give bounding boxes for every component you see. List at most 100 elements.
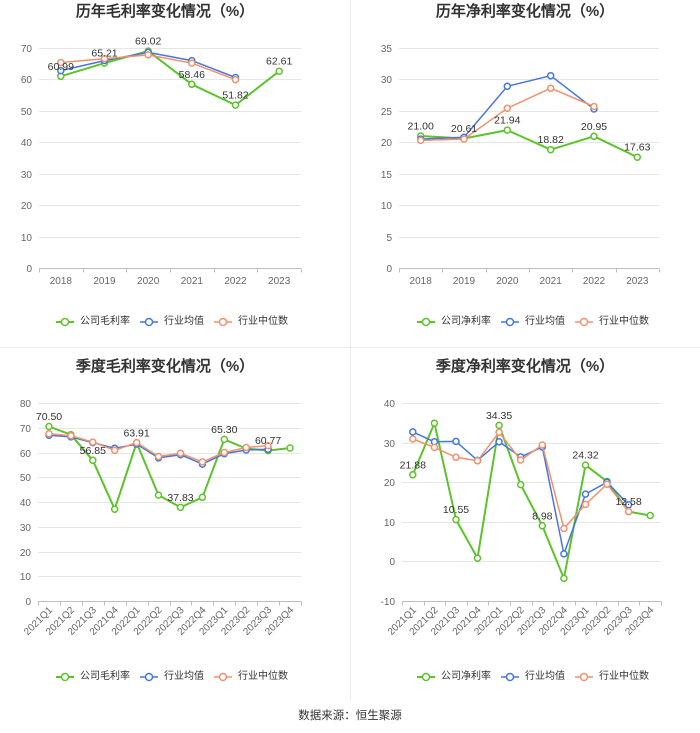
y-tick-label: 10 <box>384 518 396 529</box>
legend-label: 行业均值 <box>525 671 565 682</box>
data-label: 24.32 <box>572 450 598 462</box>
x-tick-label: 2019 <box>93 276 116 287</box>
data-point-company <box>516 480 525 489</box>
y-tick-label: 0 <box>26 264 32 275</box>
quarterly-gross-margin-title: 季度毛利率变化情况（%） <box>75 358 255 375</box>
data-label: 21.00 <box>408 121 434 133</box>
y-tick-label: 25 <box>381 107 393 118</box>
data-point-company <box>646 511 654 520</box>
data-point-industry-median <box>409 435 417 443</box>
data-point-industry-median <box>132 438 141 447</box>
data-source-note: 数据来源：恒生聚源 <box>298 710 402 722</box>
data-point-company <box>176 503 185 512</box>
legend-item-industry-median[interactable]: 行业中位数 <box>575 670 649 684</box>
y-tick-label: 0 <box>386 264 392 275</box>
y-tick-label: 20 <box>21 201 33 212</box>
legend-item-company[interactable]: 公司净利率 <box>417 670 491 684</box>
legend-label: 公司净利率 <box>441 316 491 327</box>
y-tick-label: 10 <box>381 201 393 212</box>
legend-label: 公司毛利率 <box>80 316 130 327</box>
data-point-industry-median <box>603 480 611 488</box>
data-point-industry-median <box>144 51 152 59</box>
data-point-industry-median <box>560 524 568 533</box>
legend-item-industry-mean[interactable]: 行业均值 <box>140 670 204 684</box>
data-point-industry-median <box>473 457 482 465</box>
line-marker-icon <box>214 672 232 682</box>
line-marker-icon <box>140 317 158 327</box>
data-label: 56.85 <box>80 445 106 457</box>
data-label: 63.91 <box>123 427 149 439</box>
data-point-industry-median <box>452 453 460 462</box>
data-point-industry-median <box>538 441 547 449</box>
data-point-company <box>198 493 207 502</box>
data-point-company <box>275 67 283 75</box>
line-marker-icon <box>417 672 435 682</box>
data-point-industry-median <box>264 441 272 450</box>
quarterly-net-margin-title: 季度净利率变化情况（%） <box>435 358 615 375</box>
data-point-industry-median <box>188 59 196 67</box>
data-label: 69.02 <box>135 36 161 48</box>
x-tick-label: 2018 <box>410 276 433 287</box>
y-tick-label: 70 <box>20 424 32 435</box>
legend-label: 公司净利率 <box>441 671 491 682</box>
data-label: 20.95 <box>581 121 607 133</box>
data-point-company <box>45 422 53 431</box>
data-point-industry-median <box>242 443 250 452</box>
y-tick-label: 30 <box>384 439 396 450</box>
data-label: 20.61 <box>451 123 477 135</box>
x-tick-label: 2023 <box>268 276 291 287</box>
data-label: 65.21 <box>91 48 117 60</box>
data-point-industry-median <box>176 449 185 457</box>
annual-net-margin-chart: 0 5 10 15 20 25 30 35 2018 2019 2020 2021 2022 2023 21… <box>381 44 660 287</box>
legend-item-company[interactable]: 公司毛利率 <box>56 315 130 329</box>
x-tick-label: 2021 <box>540 276 563 287</box>
y-tick-label: 60 <box>21 75 33 86</box>
y-tick-label: 50 <box>20 473 32 484</box>
line-marker-icon <box>501 672 519 682</box>
legend-item-company[interactable]: 公司毛利率 <box>56 670 130 684</box>
data-point-industry-median <box>503 104 512 113</box>
data-point-industry-mean <box>581 490 590 498</box>
data-point-company <box>110 505 119 513</box>
y-tick-label: 20 <box>384 478 396 489</box>
legend-item-industry-mean[interactable]: 行业均值 <box>501 315 565 329</box>
data-point-company <box>154 491 163 499</box>
y-tick-label: 70 <box>21 44 33 55</box>
data-label: 37.83 <box>167 492 193 504</box>
data-point-industry-median <box>110 446 119 455</box>
data-label: 60.99 <box>48 61 74 73</box>
data-point-industry-median <box>220 448 229 457</box>
legend-item-industry-median[interactable]: 行业中位数 <box>575 315 649 329</box>
legend-item-company[interactable]: 公司净利率 <box>417 315 491 329</box>
legend-label: 行业均值 <box>164 671 204 682</box>
data-point-company <box>503 126 512 134</box>
x-tick-label: 2020 <box>496 276 519 287</box>
legend-item-industry-mean[interactable]: 行业均值 <box>501 670 565 684</box>
data-label: 8.98 <box>532 510 553 522</box>
data-point-industry-median <box>590 102 598 111</box>
x-tick-label: 2023 <box>626 276 649 287</box>
data-point-company <box>231 101 240 109</box>
y-tick-label: 40 <box>20 498 32 509</box>
data-label: 10.55 <box>443 504 469 516</box>
legend-item-industry-mean[interactable]: 行业均值 <box>140 315 204 329</box>
data-point-industry-median <box>231 75 240 84</box>
data-point-industry-median <box>624 507 633 516</box>
annual-net-margin-title: 历年净利率变化情况（%） <box>435 3 615 20</box>
data-point-company <box>633 153 642 161</box>
x-tick-label: 2022 <box>224 276 247 287</box>
x-tick-label: 2021 <box>181 276 204 287</box>
data-point-company <box>581 461 590 469</box>
data-point-company <box>188 80 196 89</box>
data-point-company <box>220 435 229 444</box>
legend: 公司毛利率 行业均值 行业中位数 <box>56 315 288 329</box>
y-tick-label: 15 <box>381 170 393 181</box>
x-tick-label: 2018 <box>50 276 73 287</box>
legend-label: 行业中位数 <box>599 316 649 327</box>
legend-item-industry-median[interactable]: 行业中位数 <box>214 315 288 329</box>
series-line-company <box>59 50 281 107</box>
quarterly-net-margin-chart: -100102030402021Q12021Q22021Q32021Q42022… <box>381 399 662 638</box>
legend-item-industry-median[interactable]: 行业中位数 <box>214 670 288 684</box>
data-point-industry-median <box>516 456 525 464</box>
data-label: 18.82 <box>538 134 564 146</box>
